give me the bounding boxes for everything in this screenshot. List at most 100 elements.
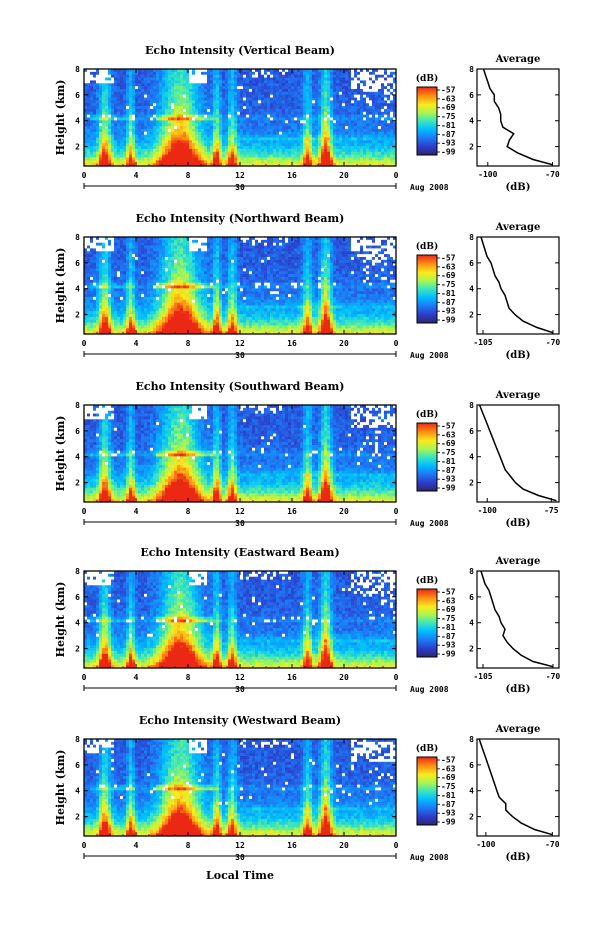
heatmap-cell xyxy=(231,91,235,96)
heatmap-cell xyxy=(117,123,121,127)
heatmap-cell xyxy=(267,163,271,167)
heatmap-cell xyxy=(171,245,175,249)
heatmap-cell xyxy=(138,285,142,289)
heatmap-cell xyxy=(330,143,334,147)
heatmap-cell xyxy=(150,74,154,78)
heatmap-cell xyxy=(93,128,97,133)
heatmap-cell xyxy=(177,319,181,323)
heatmap-cell xyxy=(141,316,145,321)
heatmap-cell xyxy=(153,143,157,147)
heatmap-cell xyxy=(120,134,124,138)
heatmap-cell xyxy=(117,268,121,272)
heatmap-cell xyxy=(126,114,130,118)
heatmap-cell xyxy=(228,140,232,144)
heatmap-cell xyxy=(195,83,199,87)
heatmap-cell xyxy=(177,271,181,275)
heatmap-cell xyxy=(189,146,193,150)
heatmap-cell xyxy=(240,103,244,107)
heatmap-cell xyxy=(381,69,385,73)
heatmap-cell xyxy=(204,80,208,84)
heatmap-cell xyxy=(285,91,289,96)
heatmap-cell xyxy=(156,120,160,124)
heatmap-cell xyxy=(375,123,379,127)
heatmap-cell xyxy=(123,254,127,258)
heatmap-cell xyxy=(105,254,109,258)
heatmap-cell xyxy=(120,242,124,246)
heatmap-cell xyxy=(171,239,175,244)
heatmap-cell xyxy=(153,94,157,98)
heatmap-cell xyxy=(351,97,355,101)
heatmap-cell xyxy=(246,114,250,118)
heatmap-cell xyxy=(267,114,271,118)
heatmap-cell xyxy=(168,88,172,93)
heatmap-cell xyxy=(267,134,271,138)
heatmap-cell xyxy=(165,248,169,252)
heatmap-cell xyxy=(273,160,277,164)
heatmap-cell xyxy=(348,131,352,136)
heatmap-cell xyxy=(264,160,268,164)
heatmap-cell xyxy=(126,97,130,101)
heatmap-cell xyxy=(243,151,247,155)
heatmap-cell xyxy=(366,94,370,98)
heatmap-cell xyxy=(366,126,370,130)
heatmap-cell xyxy=(147,97,151,101)
heatmap-cell xyxy=(135,91,139,96)
heatmap-cell xyxy=(198,91,202,96)
heatmap-cell xyxy=(198,279,202,284)
heatmap-cell xyxy=(177,285,181,289)
heatmap-cell xyxy=(120,239,124,244)
heatmap-cell xyxy=(186,316,190,321)
heatmap-cell xyxy=(282,123,286,127)
heatmap-cell xyxy=(138,111,142,116)
heatmap-cell xyxy=(108,106,112,110)
heatmap-cell xyxy=(321,83,325,87)
heatmap-cell xyxy=(390,120,394,124)
heatmap-cell xyxy=(312,160,316,164)
heatmap-cell xyxy=(147,100,151,104)
heatmap-cell xyxy=(135,282,139,286)
heatmap-cell xyxy=(225,83,229,87)
heatmap-cell xyxy=(393,83,397,87)
heatmap-cell xyxy=(219,157,223,161)
heatmap-cell xyxy=(237,86,241,90)
heatmap-cell xyxy=(297,163,301,167)
heatmap-cell xyxy=(306,143,310,147)
heatmap-cell xyxy=(357,131,361,136)
heatmap-cell xyxy=(177,151,181,155)
heatmap-cell xyxy=(363,128,367,133)
heatmap-cell xyxy=(384,97,388,101)
heatmap-cell xyxy=(276,151,280,155)
heatmap-cell xyxy=(360,114,364,118)
heatmap-cell xyxy=(237,131,241,136)
heatmap-cell xyxy=(198,256,202,261)
heatmap-cell xyxy=(195,74,199,78)
heatmap-cell xyxy=(150,111,154,116)
heatmap-cell xyxy=(273,111,277,116)
heatmap-cell xyxy=(150,319,154,323)
heatmap-cell xyxy=(84,256,88,261)
heatmap-cell xyxy=(123,331,127,335)
heatmap-cell xyxy=(372,120,376,124)
heatmap-cell xyxy=(105,299,109,304)
heatmap-cell xyxy=(333,77,337,81)
heatmap-cell xyxy=(135,128,139,133)
heatmap-cell xyxy=(306,100,310,104)
heatmap-cell xyxy=(156,325,160,329)
heatmap-cell xyxy=(339,108,343,113)
heatmap-cell xyxy=(321,71,325,76)
heatmap-cell xyxy=(123,311,127,315)
heatmap-cell xyxy=(288,134,292,138)
heatmap-cell xyxy=(321,126,325,130)
heatmap-cell xyxy=(87,148,91,153)
heatmap-cell xyxy=(282,91,286,96)
heatmap-cell xyxy=(93,83,97,87)
heatmap-cell xyxy=(165,111,169,116)
heatmap-cell xyxy=(351,88,355,93)
heatmap-cell xyxy=(285,80,289,84)
heatmap-cell xyxy=(195,114,199,118)
heatmap-cell xyxy=(87,328,91,332)
heatmap-cell xyxy=(84,276,88,281)
heatmap-cell xyxy=(129,137,133,141)
heatmap-cell xyxy=(294,146,298,150)
heatmap-cell xyxy=(153,106,157,110)
